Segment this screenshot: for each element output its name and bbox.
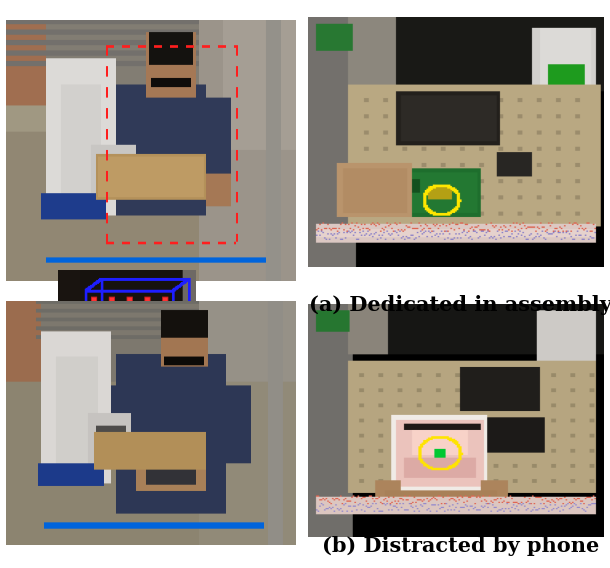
Text: (a) Dedicated in assembly: (a) Dedicated in assembly xyxy=(309,295,610,315)
Text: (b) Distracted by phone: (b) Distracted by phone xyxy=(322,536,599,556)
